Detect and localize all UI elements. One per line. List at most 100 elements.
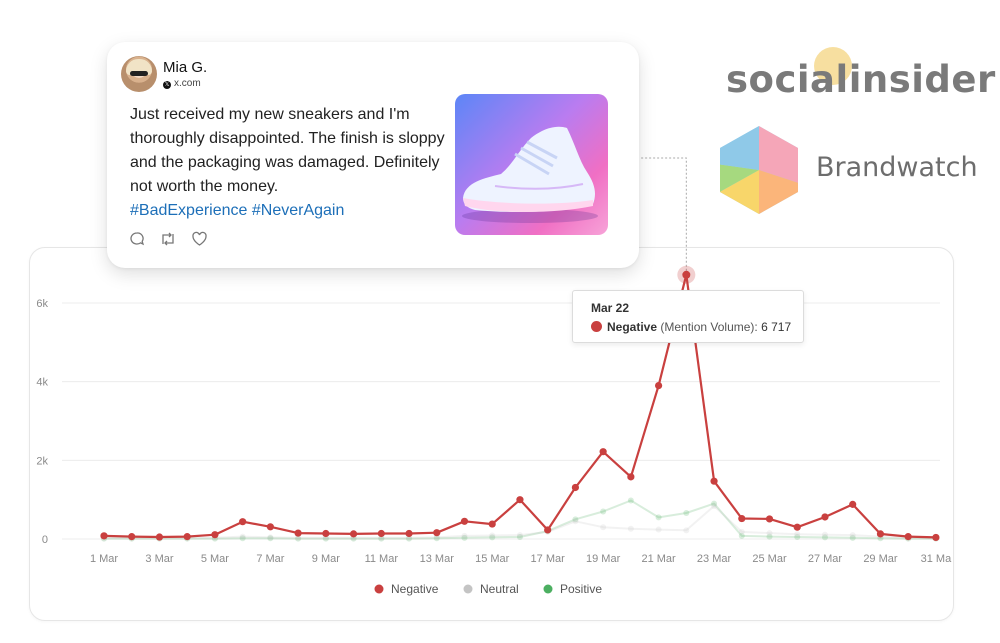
point-negative [765,515,774,523]
point-positive [627,497,634,504]
chart-series [100,271,940,542]
chart-grid [62,302,940,540]
point-neutral [267,534,274,541]
point-neutral [461,532,468,539]
point-negative [544,526,552,534]
x-tick-label: 15 Mar [475,553,510,565]
point-negative [183,533,191,541]
user-handle-text: x.com [174,78,201,89]
point-negative [322,529,330,538]
x-tick-label: 29 Mar [863,553,898,565]
point-positive [655,514,662,521]
point-negative [849,500,857,508]
tweet-body: Just received my new sneakers and I'm th… [130,106,445,195]
point-neutral [627,525,634,532]
chart-tooltip: Mar 22 Negative (Mention Volume): 6 717 [572,290,804,343]
x-tick-label: 11 Mar [365,553,399,565]
x-tick-label: 21 Mar [641,553,676,565]
legend-dot-negative [374,584,384,594]
point-negative [155,533,164,541]
x-axis-ticks: 1 Mar 3 Mar 5 Mar 7 Mar 9 Mar 11 Mar 13 Mar 15 … [90,553,952,565]
point-positive [489,534,496,541]
tooltip-connector [640,157,696,284]
x-tick-label: 25 Mar [752,553,787,565]
point-neutral [655,526,662,533]
point-negative [821,513,829,521]
chart-legend: Negative Neutral Positive [374,582,602,596]
point-positive [267,535,274,542]
point-negative [294,529,302,537]
x-tick-label: 23 Mar [697,553,732,565]
point-negative [932,533,940,542]
point-neutral [821,531,828,538]
y-tick-label: 4k [36,377,48,389]
tooltip-date: Mar 22 [591,301,630,315]
connector-line [640,157,687,275]
point-neutral [516,532,523,539]
user-name: Mia G. [163,59,208,76]
point-positive [683,510,690,517]
point-neutral [489,532,496,539]
retweet-icon[interactable] [159,231,177,247]
y-tick-label: 2k [36,455,48,467]
point-positive [461,534,468,541]
point-negative [571,483,580,492]
x-logo-icon: 𝕏 [163,81,171,89]
legend-label-negative: Negative [391,582,439,596]
point-positive [516,534,523,541]
x-tick-label: 5 Mar [201,553,229,565]
point-neutral [600,524,607,531]
negative-dot-icon [591,321,602,332]
brandwatch-hexagon-icon [720,126,798,214]
point-positive [738,532,745,539]
point-negative [433,529,441,537]
legend-label-positive: Positive [560,582,602,596]
peak-point [682,270,691,279]
point-positive [821,534,828,541]
legend-dot-positive [543,584,553,594]
x-tick-label: 17 Mar [531,553,566,565]
tooltip-value: 6 717 [761,320,792,334]
y-tick-label: 6k [36,298,48,310]
x-tick-label: 9 Mar [312,553,340,565]
legend-dot-neutral [463,584,473,594]
socialinsider-logo-circle [814,47,852,85]
reply-icon[interactable] [129,231,145,247]
point-negative [405,529,413,538]
y-axis-ticks: 0 2k 4k 6k [36,298,48,546]
tweet-hashtags[interactable]: #BadExperience #NeverAgain [130,202,345,219]
point-positive [378,535,385,542]
point-negative [655,382,663,390]
point-negative [738,514,746,523]
point-negative [349,530,358,538]
sneaker-photo [455,94,608,235]
point-negative [488,520,496,528]
point-negative [239,518,247,526]
point-negative [100,532,108,540]
point-positive [406,535,413,542]
x-tick-label: 1 Mar [90,553,118,565]
point-positive [322,535,329,542]
tweet-text: Just received my new sneakers and I'm th… [130,103,450,223]
point-negative [793,523,801,531]
series-line-positive [104,499,936,540]
point-positive [600,508,607,515]
x-tick-label: 7 Mar [256,553,284,565]
point-negative [710,477,718,485]
avatar [121,56,157,92]
point-positive [711,500,718,507]
point-negative [599,448,607,456]
point-neutral [572,518,579,525]
x-tick-label: 3 Mar [145,553,173,565]
point-positive [766,533,773,540]
point-neutral [766,530,773,537]
like-icon[interactable] [191,231,208,247]
brandwatch-logo: Brandwatch [816,152,978,183]
point-neutral [711,502,718,509]
point-negative [211,531,219,539]
tooltip-metric: (Mention Volume): [660,320,758,334]
point-positive [849,534,856,541]
